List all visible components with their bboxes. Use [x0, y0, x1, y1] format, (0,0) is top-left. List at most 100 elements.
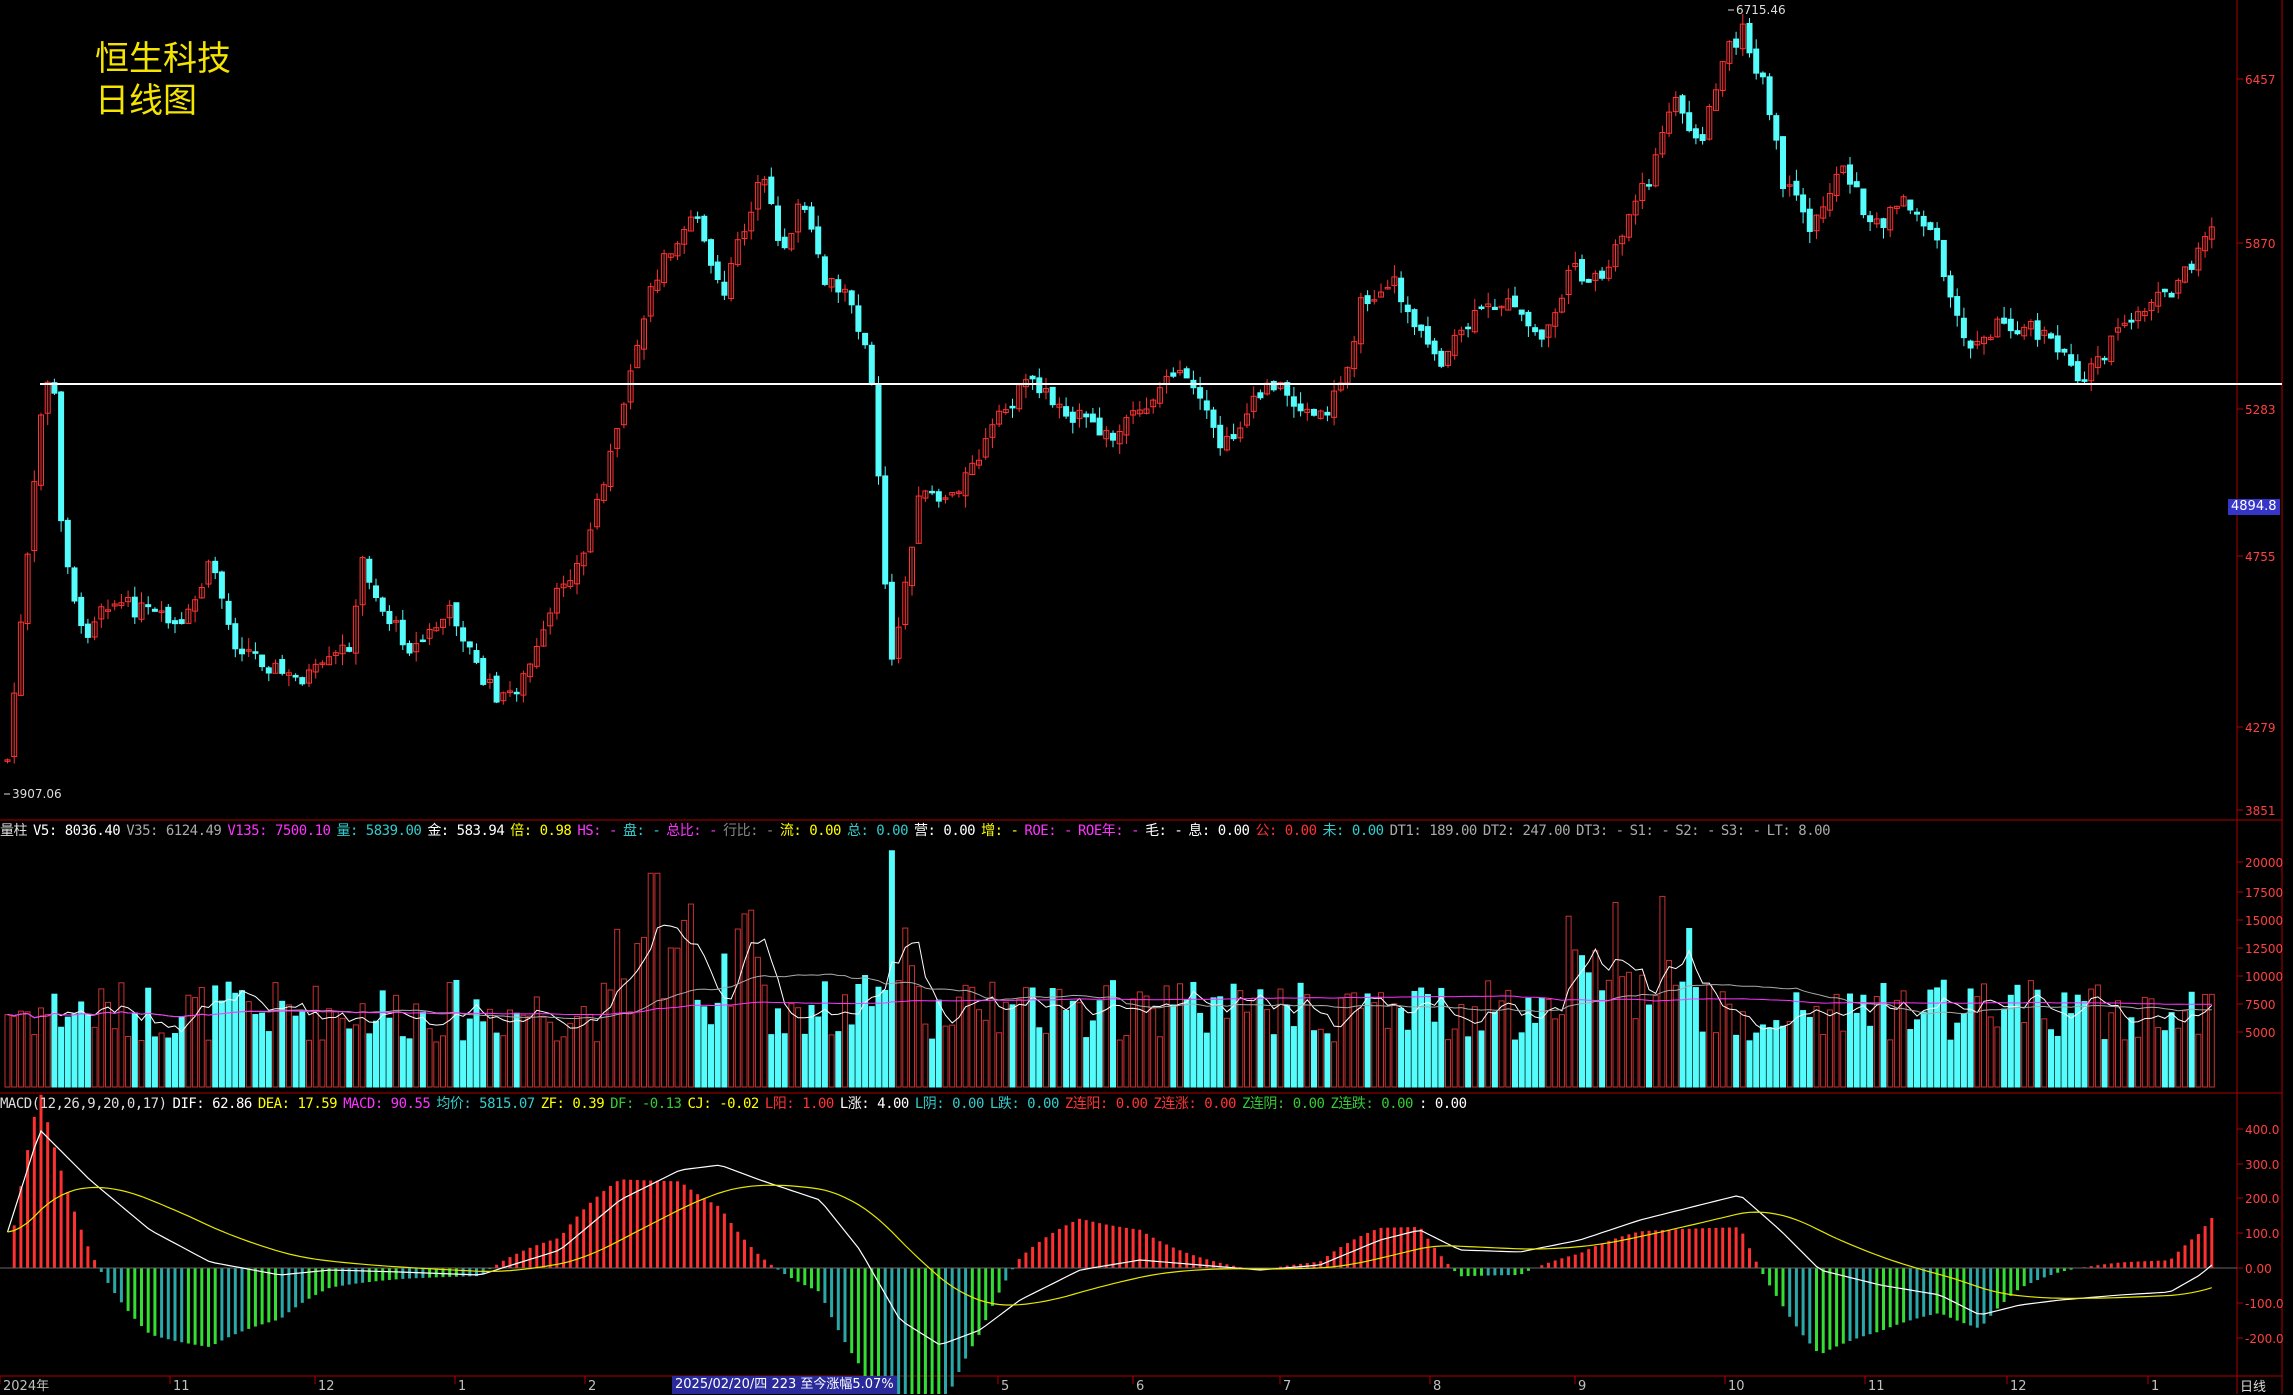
- candle-body[interactable]: [1297, 403, 1304, 412]
- candle-body[interactable]: [942, 497, 949, 500]
- candle-body[interactable]: [393, 620, 400, 623]
- candle-body[interactable]: [888, 581, 895, 660]
- candle-body[interactable]: [1867, 215, 1874, 223]
- candle-body[interactable]: [145, 604, 152, 608]
- candle-body[interactable]: [1887, 207, 1894, 231]
- candle-body[interactable]: [1994, 318, 2001, 338]
- candle-body[interactable]: [2094, 356, 2101, 368]
- candle-body[interactable]: [2074, 361, 2081, 382]
- candle-body[interactable]: [587, 529, 594, 553]
- candle-body[interactable]: [1652, 154, 1659, 187]
- candle-body[interactable]: [205, 561, 212, 585]
- candle-body[interactable]: [922, 490, 929, 499]
- candle-body[interactable]: [661, 253, 668, 284]
- candle-body[interactable]: [2195, 247, 2202, 271]
- candle-body[interactable]: [165, 606, 172, 624]
- candle-body[interactable]: [1532, 327, 1539, 333]
- candle-body[interactable]: [654, 279, 661, 291]
- candle-body[interactable]: [513, 691, 520, 695]
- candle-body[interactable]: [989, 424, 996, 438]
- candle-body[interactable]: [285, 672, 292, 676]
- candle-body[interactable]: [996, 410, 1003, 425]
- candle-body[interactable]: [1150, 399, 1157, 408]
- candle-body[interactable]: [1043, 388, 1049, 393]
- candle-body[interactable]: [1565, 269, 1572, 296]
- candle-body[interactable]: [38, 414, 44, 486]
- candle-body[interactable]: [2041, 329, 2048, 336]
- candle-body[interactable]: [1793, 180, 1800, 196]
- candle-body[interactable]: [1907, 199, 1914, 211]
- candle-body[interactable]: [2101, 357, 2108, 361]
- candle-body[interactable]: [1123, 417, 1130, 436]
- candle-body[interactable]: [1545, 324, 1552, 338]
- candle-body[interactable]: [1002, 409, 1009, 413]
- candle-body[interactable]: [1739, 23, 1746, 50]
- candle-body[interactable]: [1659, 132, 1666, 155]
- candle-body[interactable]: [1599, 270, 1606, 279]
- candle-body[interactable]: [1384, 286, 1391, 290]
- candle-body[interactable]: [929, 490, 936, 494]
- candle-body[interactable]: [118, 602, 125, 607]
- candle-body[interactable]: [1853, 181, 1860, 188]
- candle-body[interactable]: [2115, 327, 2121, 333]
- candle-body[interactable]: [687, 216, 694, 232]
- candle-body[interactable]: [473, 650, 480, 663]
- candle-body[interactable]: [1391, 276, 1398, 287]
- candle-body[interactable]: [1063, 406, 1070, 417]
- candle-body[interactable]: [1378, 291, 1384, 298]
- candle-body[interactable]: [2175, 279, 2182, 294]
- candle-body[interactable]: [1357, 297, 1364, 345]
- candle-body[interactable]: [218, 571, 225, 599]
- candle-body[interactable]: [1203, 400, 1210, 411]
- candle-body[interactable]: [1110, 432, 1116, 441]
- candle-body[interactable]: [172, 620, 178, 625]
- candle-body[interactable]: [225, 600, 232, 625]
- candle-body[interactable]: [332, 652, 339, 656]
- candle-body[interactable]: [192, 599, 199, 612]
- candle-body[interactable]: [1512, 295, 1518, 308]
- candle-body[interactable]: [580, 552, 587, 567]
- candle-body[interactable]: [1217, 424, 1224, 449]
- candle-body[interactable]: [386, 611, 393, 625]
- candle-body[interactable]: [801, 205, 808, 210]
- candle-body[interactable]: [507, 690, 513, 693]
- candle-body[interactable]: [1646, 184, 1652, 187]
- candle-body[interactable]: [1579, 259, 1585, 282]
- candle-body[interactable]: [1270, 381, 1277, 391]
- candle-body[interactable]: [781, 236, 788, 249]
- candle-body[interactable]: [212, 560, 219, 574]
- candle-body[interactable]: [1103, 430, 1110, 440]
- candle-body[interactable]: [1780, 136, 1786, 190]
- candle-body[interactable]: [84, 623, 91, 638]
- candle-body[interactable]: [714, 261, 721, 281]
- candle-body[interactable]: [1893, 205, 1900, 209]
- candle-body[interactable]: [480, 657, 487, 685]
- candle-body[interactable]: [2034, 320, 2041, 340]
- candle-body[interactable]: [1250, 395, 1257, 412]
- candle-body[interactable]: [1873, 218, 1880, 225]
- candle-body[interactable]: [2208, 226, 2215, 240]
- candle-body[interactable]: [875, 384, 882, 477]
- candle-body[interactable]: [319, 662, 326, 665]
- candle-body[interactable]: [1726, 41, 1733, 64]
- candle-body[interactable]: [1914, 211, 1920, 215]
- candle-body[interactable]: [1183, 368, 1190, 379]
- candle-body[interactable]: [600, 484, 607, 501]
- candle-body[interactable]: [185, 608, 192, 624]
- candle-body[interactable]: [533, 645, 540, 667]
- candle-body[interactable]: [1927, 222, 1934, 230]
- candle-body[interactable]: [2135, 311, 2142, 322]
- candle-body[interactable]: [1713, 89, 1719, 111]
- candle-body[interactable]: [1244, 413, 1250, 426]
- candle-body[interactable]: [239, 648, 245, 655]
- candle-body[interactable]: [882, 475, 889, 585]
- candle-body[interactable]: [701, 215, 708, 242]
- candle-body[interactable]: [1974, 340, 1981, 346]
- candle-body[interactable]: [1364, 295, 1371, 305]
- candle-body[interactable]: [627, 370, 634, 403]
- candle-body[interactable]: [741, 231, 748, 240]
- candle-body[interactable]: [1223, 435, 1230, 451]
- candle-body[interactable]: [1418, 324, 1425, 331]
- candle-body[interactable]: [634, 345, 641, 369]
- candle-body[interactable]: [252, 651, 259, 654]
